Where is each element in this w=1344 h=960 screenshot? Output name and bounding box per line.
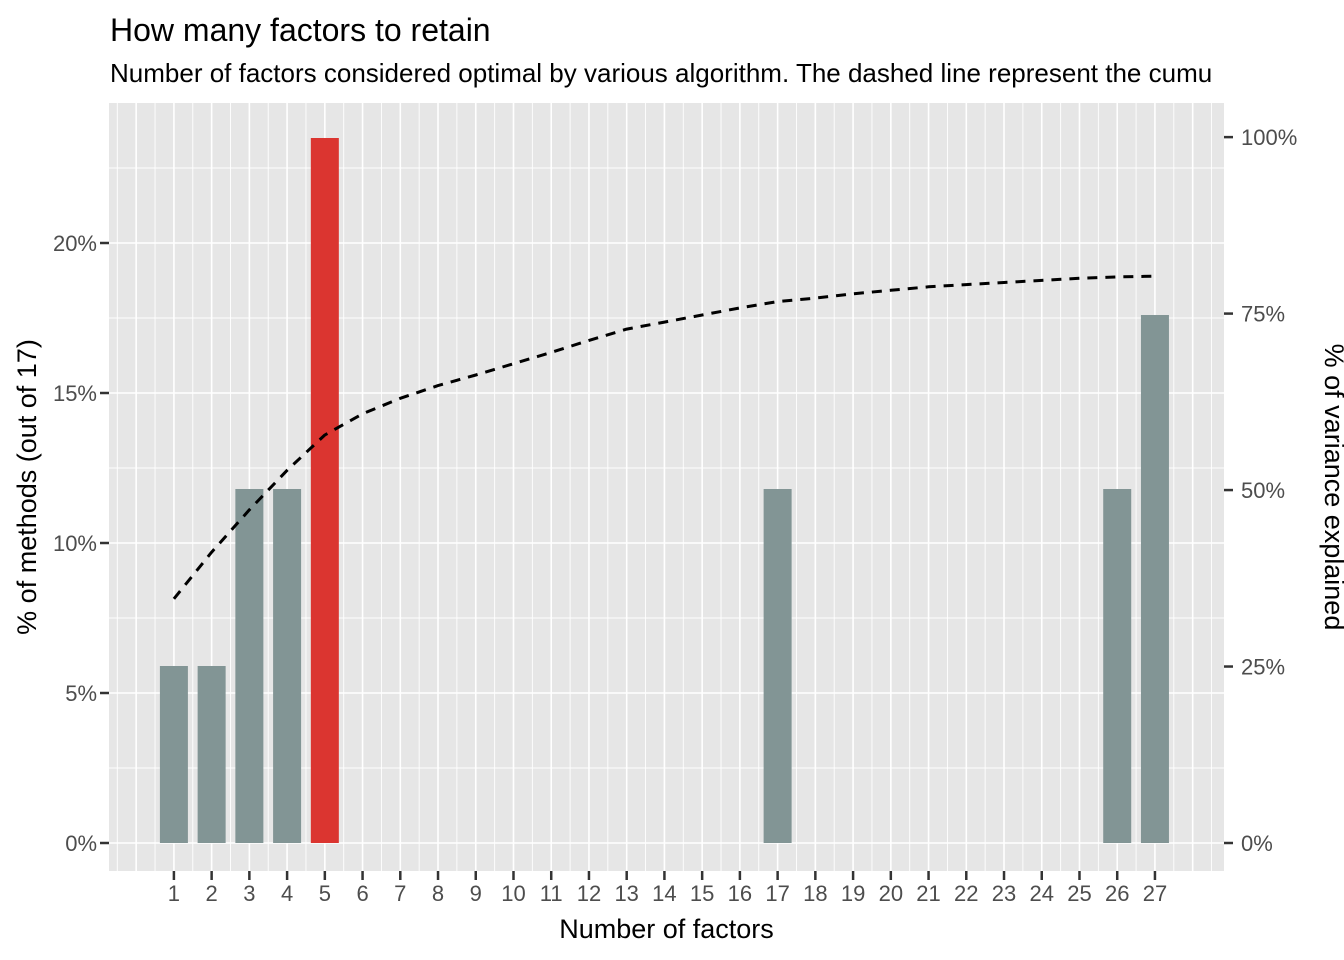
cumulative-variance-line — [172, 274, 1155, 600]
x-axis-tick-label: 7 — [394, 881, 406, 906]
bar — [763, 489, 792, 843]
x-axis-tick-label: 1 — [168, 881, 180, 906]
bar — [197, 666, 226, 843]
bar — [159, 666, 188, 843]
right-axis-tick-label: 25% — [1241, 655, 1285, 680]
x-axis-tick-label: 5 — [319, 881, 331, 906]
right-axis-tick-label: 50% — [1241, 478, 1285, 503]
left-axis-tick-label: 10% — [53, 531, 97, 556]
x-axis-tick-label: 16 — [728, 881, 752, 906]
x-axis-tick-label: 17 — [765, 881, 789, 906]
x-axis-tick-label: 9 — [470, 881, 482, 906]
right-axis-tick-label: 75% — [1241, 302, 1285, 327]
x-axis-title: Number of factors — [559, 914, 774, 944]
x-axis-tick-label: 8 — [432, 881, 444, 906]
x-axis-tick-label: 25 — [1067, 881, 1091, 906]
x-axis-tick-label: 18 — [803, 881, 827, 906]
x-axis-tick-label: 2 — [206, 881, 218, 906]
bar — [273, 489, 302, 843]
x-axis-tick-label: 23 — [992, 881, 1016, 906]
bar — [235, 489, 264, 843]
x-axis-tick-label: 26 — [1105, 881, 1129, 906]
bar — [1103, 489, 1132, 843]
x-axis-tick-label: 22 — [954, 881, 978, 906]
x-axis-tick-label: 4 — [281, 881, 293, 906]
right-axis-tick-label: 100% — [1241, 125, 1297, 150]
x-axis-tick-label: 11 — [540, 881, 563, 906]
chart-title: How many factors to retain — [110, 12, 491, 48]
x-axis-tick-label: 24 — [1030, 881, 1054, 906]
left-axis-tick-label: 5% — [65, 681, 97, 706]
x-axis-tick-label: 14 — [652, 881, 676, 906]
right-axis-tick-label: 0% — [1241, 831, 1273, 856]
left-axis-tick-label: 20% — [53, 231, 97, 256]
bar — [1140, 315, 1169, 843]
x-axis-tick-label: 15 — [690, 881, 714, 906]
x-axis-tick-label: 12 — [577, 881, 601, 906]
x-axis-tick-label: 6 — [356, 881, 368, 906]
left-axis-title: % of methods (out of 17) — [12, 339, 42, 635]
left-axis-tick-label: 0% — [65, 831, 97, 856]
x-axis-tick-label: 10 — [501, 881, 525, 906]
x-axis-tick-label: 13 — [614, 881, 638, 906]
x-axis-tick-label: 27 — [1143, 881, 1167, 906]
left-axis-tick-label: 15% — [53, 381, 97, 406]
x-axis-tick-label: 20 — [879, 881, 903, 906]
highlighted-bar — [310, 138, 339, 843]
x-axis-tick-label: 19 — [841, 881, 865, 906]
chart-subtitle: Number of factors considered optimal by … — [110, 58, 1213, 88]
x-axis-tick-label: 3 — [243, 881, 255, 906]
right-axis-title: % of variance explained — [1319, 344, 1344, 631]
x-axis-tick-label: 21 — [916, 881, 940, 906]
